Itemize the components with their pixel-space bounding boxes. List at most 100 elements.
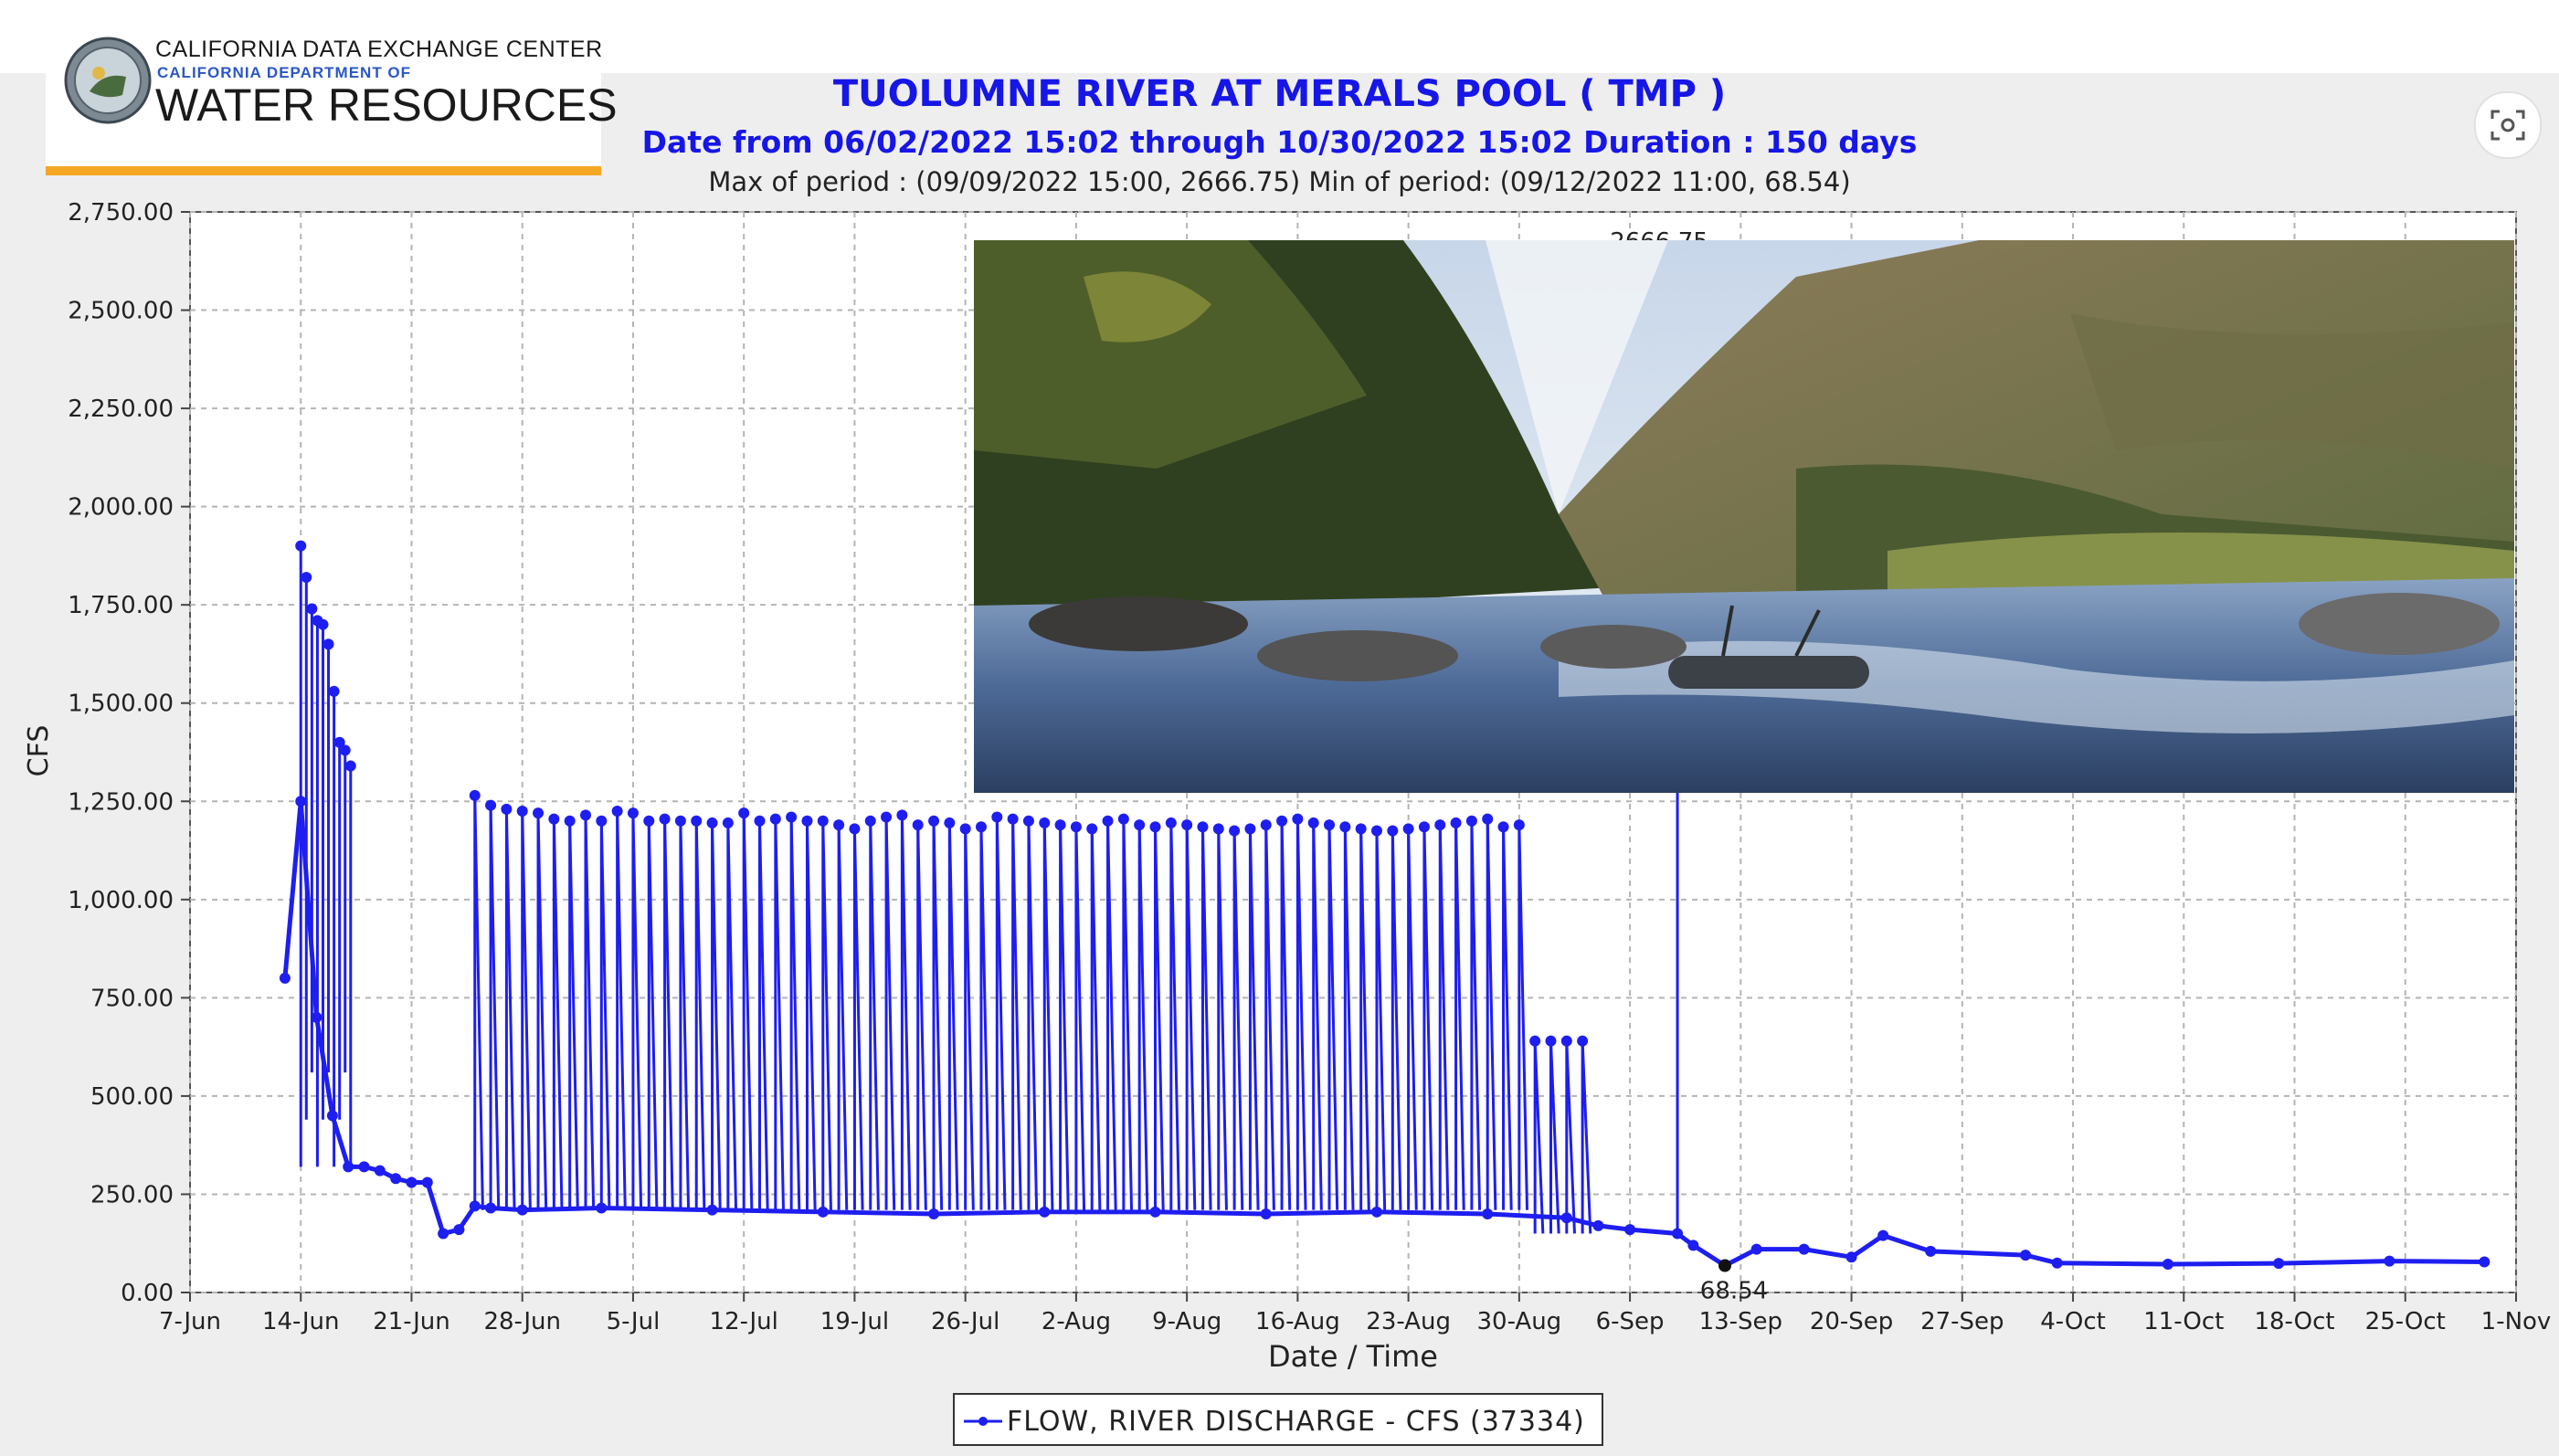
y-tick-label: 2,750.00 [68, 199, 174, 227]
pulse-point [1022, 815, 1034, 827]
x-tick-label: 26-Jul [931, 1308, 999, 1335]
pulse-return [1027, 820, 1039, 1210]
pulse-return [1122, 818, 1134, 1210]
peak-point [333, 736, 345, 748]
y-tick-label: 1,500.00 [68, 691, 174, 718]
logo-accent-bar [46, 166, 601, 175]
pulse-return [489, 805, 501, 1210]
pulse-return [964, 828, 975, 1210]
pulse-point [722, 817, 734, 828]
pulse-point [469, 789, 481, 801]
pulse-point [1260, 819, 1272, 831]
y-tick-label: 2,500.00 [68, 298, 174, 325]
camera-capture-icon [2490, 110, 2525, 141]
pulse-return [805, 820, 817, 1210]
x-axis-title: Date / Time [1268, 1339, 1438, 1374]
pulse-return [1185, 825, 1197, 1210]
y-tick-label: 2,250.00 [68, 396, 174, 423]
series-point [326, 1110, 338, 1122]
pulse-point [659, 813, 671, 825]
pulse-return [1217, 828, 1228, 1210]
logo-line-3: WATER RESOURCES [155, 79, 618, 131]
pulse-point [579, 809, 591, 821]
pulse-point [1229, 825, 1241, 837]
pulse-point [817, 815, 829, 827]
pulse-return [552, 818, 564, 1210]
pulse-return [631, 813, 643, 1210]
series-point [1592, 1219, 1604, 1231]
peak-point [344, 760, 356, 772]
pulse-return [1264, 825, 1275, 1210]
pulse-point [864, 815, 876, 827]
series-point [928, 1208, 940, 1219]
pulse-point [533, 807, 545, 819]
x-tick-label: 11-Oct [2143, 1308, 2224, 1335]
series-flow: 2666.7568.54 [279, 228, 2490, 1305]
series-point [2162, 1259, 2173, 1271]
pulse-point [1529, 1035, 1541, 1047]
series-point [1798, 1243, 1810, 1255]
peak-point [328, 685, 340, 697]
series-point [1149, 1206, 1161, 1218]
series-point [374, 1165, 386, 1176]
pulse-point [1134, 819, 1146, 831]
series-point [1750, 1243, 1762, 1255]
pulse-point [1482, 813, 1494, 825]
series-point [2273, 1258, 2285, 1270]
pulse-return [1074, 827, 1086, 1210]
pulse-point [1402, 823, 1414, 835]
x-tick-label: 1-Nov [2481, 1308, 2552, 1335]
pulse-point [754, 815, 766, 827]
pulse-return [599, 820, 611, 1210]
x-tick-label: 6-Sep [1596, 1308, 1665, 1335]
cdec-logo[interactable]: CALIFORNIA DATA EXCHANGE CENTER CALIFORN… [46, 0, 618, 175]
pulse-return [679, 820, 691, 1210]
pulse-return [852, 828, 864, 1210]
pulse-return [521, 810, 532, 1210]
pulse-return [1327, 825, 1339, 1210]
pulse-return [536, 813, 548, 1210]
series-point [1370, 1206, 1382, 1218]
pulse-point [1212, 823, 1224, 835]
series-point [817, 1206, 829, 1218]
pulse-return [1169, 822, 1180, 1210]
series-point [406, 1176, 418, 1188]
x-tick-label: 14-Jun [262, 1308, 340, 1335]
peak-point [323, 638, 334, 650]
pulse-return [1359, 828, 1370, 1210]
pulse-point [1292, 813, 1304, 825]
logo-line-1: CALIFORNIA DATA EXCHANGE CENTER [155, 37, 603, 62]
pulse-point [1545, 1035, 1557, 1047]
pulse-return [647, 820, 659, 1210]
pulse-return [774, 818, 785, 1210]
pulse-return [1422, 827, 1434, 1210]
pulse-return [742, 813, 754, 1210]
pulse-point [1086, 823, 1098, 835]
x-tick-label: 28-Jun [483, 1308, 561, 1335]
y-tick-label: 1,250.00 [68, 788, 174, 816]
series-point [1877, 1229, 1889, 1241]
x-tick-label: 30-Aug [1477, 1308, 1562, 1335]
pulse-return [1407, 828, 1418, 1210]
x-tick-label: 9-Aug [1152, 1308, 1221, 1335]
camera-capture-button[interactable] [2474, 91, 2542, 159]
pulse-point [706, 817, 718, 828]
chart-subtitle: Date from 06/02/2022 15:02 through 10/30… [641, 124, 1918, 160]
pulse-point [564, 815, 576, 827]
x-tick-label: 2-Aug [1042, 1308, 1111, 1335]
pulse-return [979, 827, 991, 1210]
pulse-return [663, 818, 674, 1210]
y-axis-title: CFS [23, 725, 55, 777]
peak-point [301, 572, 312, 584]
pulse-return [1454, 822, 1465, 1210]
pulse-point [975, 821, 987, 833]
state-seal-icon [64, 37, 152, 124]
pulse-return [1343, 827, 1355, 1210]
y-tick-label: 2,000.00 [68, 494, 174, 522]
series-point [358, 1161, 370, 1173]
pulse-point [1387, 825, 1399, 837]
x-tick-label: 20-Sep [1810, 1308, 1893, 1335]
y-tick-label: 1,000.00 [68, 887, 174, 914]
river-photo [974, 240, 2514, 793]
pulse-return [504, 808, 516, 1210]
